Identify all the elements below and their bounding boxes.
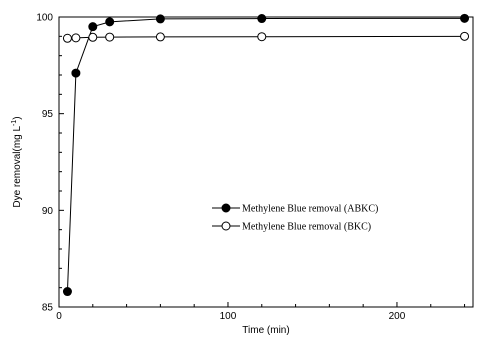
y-axis: 85 90 95 100 xyxy=(36,13,64,314)
legend-item: Methylene Blue removal (ABKC) xyxy=(212,203,378,215)
legend: Methylene Blue removal (ABKC) Methylene B… xyxy=(212,203,378,233)
legend-marker xyxy=(221,221,231,231)
legend-label: Methylene Blue removal (BKC) xyxy=(242,222,371,233)
x-tick-label: 100 xyxy=(220,311,237,322)
series-2 xyxy=(62,31,470,43)
y-axis-title-main: Dye removal(mg L xyxy=(12,126,23,208)
x-axis-title: Time (min) xyxy=(242,325,289,336)
x-tick-label: 0 xyxy=(56,311,62,322)
y-axis-title-sup: -1 xyxy=(11,120,18,126)
y-tick-label: 85 xyxy=(42,303,54,314)
series-1 xyxy=(62,13,470,297)
data-point xyxy=(88,32,98,42)
data-point xyxy=(62,33,72,43)
x-tick-label: 200 xyxy=(389,311,406,322)
y-axis-title: Dye removal(mg L-1) xyxy=(11,116,23,207)
data-point xyxy=(460,13,470,23)
data-point xyxy=(62,287,72,297)
data-point xyxy=(257,32,267,42)
data-point xyxy=(88,22,98,32)
legend-marker xyxy=(221,203,231,213)
data-point xyxy=(105,17,115,27)
plot-border xyxy=(58,16,474,308)
plot-area xyxy=(58,16,474,308)
data-point xyxy=(155,32,165,42)
legend-item: Methylene Blue removal (BKC) xyxy=(212,221,371,233)
y-tick-label: 100 xyxy=(36,13,53,24)
data-point xyxy=(71,68,81,78)
data-point xyxy=(105,32,115,42)
series-layer xyxy=(62,13,470,297)
series-line xyxy=(66,17,465,292)
y-axis-title-close: ) xyxy=(12,116,23,119)
x-axis: 0 100 200 xyxy=(56,302,466,322)
data-point xyxy=(71,33,81,43)
y-tick-label: 90 xyxy=(42,206,54,217)
data-point xyxy=(460,31,470,41)
y-tick-label: 95 xyxy=(42,109,54,120)
data-point xyxy=(257,14,267,24)
legend-label: Methylene Blue removal (ABKC) xyxy=(242,204,378,215)
data-point xyxy=(155,14,165,24)
